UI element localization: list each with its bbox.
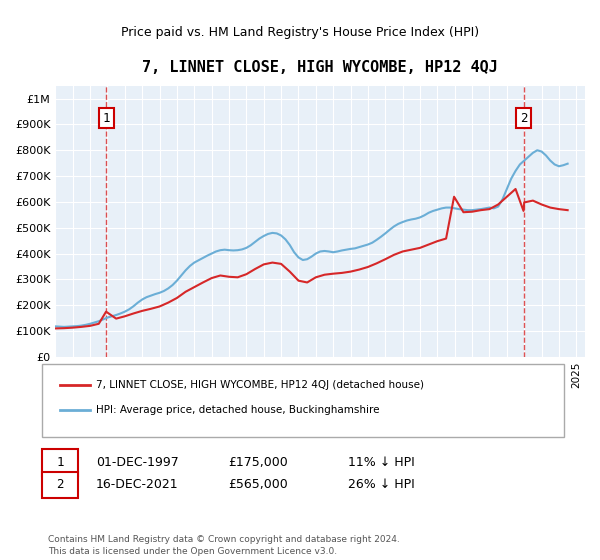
Title: 7, LINNET CLOSE, HIGH WYCOMBE, HP12 4QJ: 7, LINNET CLOSE, HIGH WYCOMBE, HP12 4QJ — [142, 60, 498, 75]
Text: 7, LINNET CLOSE, HIGH WYCOMBE, HP12 4QJ (detached house): 7, LINNET CLOSE, HIGH WYCOMBE, HP12 4QJ … — [96, 380, 424, 390]
Text: HPI: Average price, detached house, Buckinghamshire: HPI: Average price, detached house, Buck… — [96, 405, 380, 415]
Text: 01-DEC-1997: 01-DEC-1997 — [96, 456, 179, 469]
Text: 16-DEC-2021: 16-DEC-2021 — [96, 478, 179, 492]
Text: £175,000: £175,000 — [228, 456, 288, 469]
Text: Contains HM Land Registry data © Crown copyright and database right 2024.
This d: Contains HM Land Registry data © Crown c… — [48, 535, 400, 556]
Text: 1: 1 — [103, 112, 110, 125]
Text: 11% ↓ HPI: 11% ↓ HPI — [348, 456, 415, 469]
Text: 1: 1 — [56, 456, 64, 469]
Text: 2: 2 — [56, 478, 64, 492]
Text: 26% ↓ HPI: 26% ↓ HPI — [348, 478, 415, 492]
Text: £565,000: £565,000 — [228, 478, 288, 492]
Text: Price paid vs. HM Land Registry's House Price Index (HPI): Price paid vs. HM Land Registry's House … — [121, 26, 479, 39]
Text: 2: 2 — [520, 112, 527, 125]
